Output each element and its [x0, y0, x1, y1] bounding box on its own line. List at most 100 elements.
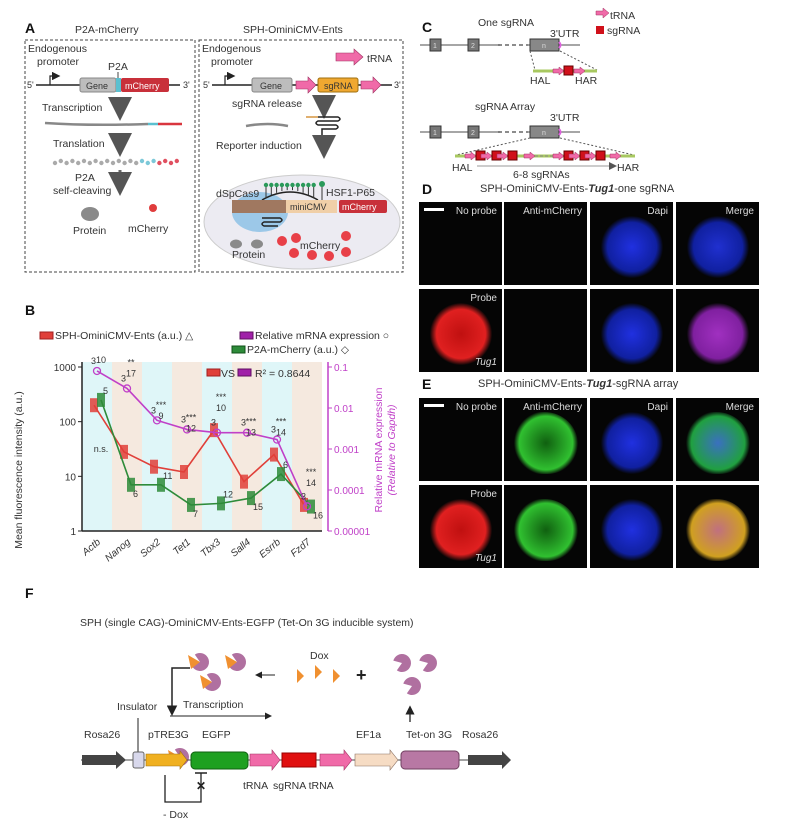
mcherry-dot [149, 204, 157, 212]
endogenous-label-2: Endogenous [202, 43, 261, 55]
teton-box [400, 750, 460, 770]
panel-label-b: B [25, 302, 35, 318]
n-sph-label: 10 [216, 403, 226, 413]
micrograph-no-probe-probe: Probe Tug1 [419, 485, 502, 568]
transcription-label: Transcription [42, 102, 102, 114]
n-p2a-label: 11 [163, 471, 172, 481]
y-right-tick-label: 0.1 [334, 363, 348, 374]
mcherry-reporter-label: mCherry [342, 202, 377, 212]
series-line [100, 399, 312, 508]
five-prime: 5' [27, 80, 34, 90]
y-right-tick-label: 0.0001 [334, 486, 365, 497]
n-mrna-label: 3 [241, 418, 246, 428]
box-mark [217, 496, 225, 511]
n-mrna-label: 3 [211, 418, 216, 428]
trna-legend-label: tRNA [367, 53, 392, 65]
mcherry-label: mCherry [125, 81, 160, 91]
exon-label: 1 [433, 43, 437, 50]
mcherry-dots [277, 231, 351, 261]
dna-bar [232, 200, 286, 213]
scale-bar [424, 404, 444, 407]
micrograph-dapi: Dapi [590, 202, 673, 285]
gene-structure-one: 1 2 n [420, 38, 598, 76]
translation-label: Translation [53, 138, 105, 150]
transcription-label-f: Transcription [183, 699, 243, 711]
micrograph-anti-mcherry: Anti-mCherry [504, 202, 587, 285]
title-pre: SPH-OminiCMV-Ents- [478, 378, 587, 390]
cell-cluster [429, 499, 493, 561]
series-line [96, 370, 308, 507]
title-post: -one sgRNA [614, 183, 675, 195]
hal-label-2: HAL [452, 162, 473, 174]
probe-label: Probe [470, 489, 497, 500]
x-tick-label: Tbx3 [199, 537, 223, 560]
micrograph-no-probe: No probe [419, 398, 502, 481]
n-mrna-label: 3 [301, 491, 306, 501]
probe-label: Probe [470, 293, 497, 304]
endogenous-label: Endogenous [28, 43, 87, 55]
box-mark [270, 447, 278, 462]
box-mark [90, 398, 98, 413]
egfp-label: EGFP [202, 729, 231, 741]
exon-label: 2 [471, 43, 475, 50]
significance-label: *** [246, 417, 257, 427]
legend-trna: tRNA [610, 10, 635, 22]
block-x-icon: ✕ [196, 779, 206, 793]
vs-label: VS [221, 368, 235, 380]
box-mark [277, 467, 285, 482]
self-cleaving-label: self-cleaving [53, 185, 112, 197]
n-p2a-label: 5 [103, 386, 108, 396]
hal-label: HAL [530, 75, 551, 87]
tet-on-proteins [168, 653, 437, 767]
legend-sph: SPH-OminiCMV-Ents (a.u.) △ [55, 330, 194, 342]
har-label: HAR [575, 75, 598, 87]
n-sph-label: 14 [306, 478, 316, 488]
micrograph-merge-probe [676, 485, 759, 568]
dspcas9-label: dSpCas9 [216, 188, 259, 200]
panel-label-f: F [25, 585, 34, 601]
panel-d-title: SPH-OminiCMV-Ents-Tug1-one sgRNA [480, 183, 674, 195]
panel-b-chart: B SPH-OminiCMV-Ents (a.u.) △ Relative mR… [13, 302, 398, 564]
x-tick-label: Fzd7 [289, 537, 313, 560]
p2a-box [24, 39, 196, 273]
legend-p2a: P2A-mCherry (a.u.) ◇ [247, 344, 350, 356]
y-right-tick-label: 0.001 [334, 445, 359, 456]
promoter-arrow-icon [49, 71, 61, 85]
ms2-hsf1-array [261, 181, 325, 201]
column-label: Anti-mCherry [523, 206, 582, 217]
panel-e-title: SPH-OminiCMV-Ents-Tug1-sgRNA array [478, 378, 678, 390]
cell-cluster [600, 412, 664, 474]
significance-label: *** [186, 412, 197, 422]
column-label: Dapi [647, 402, 668, 413]
ef1a-promoter [354, 749, 399, 771]
sgrna-hairpin-icon [308, 116, 341, 135]
protein-label-2: Protein [232, 249, 265, 261]
sgrna-count-label: 6-8 sgRNAs [513, 169, 570, 181]
micrograph-merge: Merge [676, 202, 759, 285]
minus-dox-label: - Dox [163, 809, 189, 821]
cell-cluster [514, 412, 578, 474]
data-point [92, 366, 102, 376]
n-mrna-label: 3 [271, 425, 276, 435]
significance-label: n.s. [94, 444, 109, 454]
sph-box [198, 39, 404, 273]
data-point [182, 425, 192, 434]
har-label-2: HAR [617, 162, 640, 174]
gene-structure-array: 1 2 n [420, 125, 635, 161]
n-p2a-label: 16 [313, 511, 323, 521]
panel-label-d: D [422, 181, 432, 197]
column-label: Merge [725, 206, 754, 217]
one-sgrna-label: One sgRNA [478, 17, 534, 29]
panel-label-e: E [422, 376, 431, 392]
exon-label: n [542, 43, 546, 50]
y-axis-right-label: Relative mRNA expression [373, 387, 385, 512]
hsf1-label: HSF1-P65 [326, 187, 375, 199]
n-sph-label: 13 [246, 428, 256, 438]
p2a-cleave-label: P2A [75, 172, 95, 184]
micrograph-dapi: Dapi [590, 398, 673, 481]
micrograph-merge-probe [676, 289, 759, 372]
sgrna-box [317, 77, 359, 93]
n-mrna-label: 3 [151, 405, 156, 415]
n-mrna-label: 3 [121, 373, 126, 383]
cell-cluster [686, 412, 750, 474]
